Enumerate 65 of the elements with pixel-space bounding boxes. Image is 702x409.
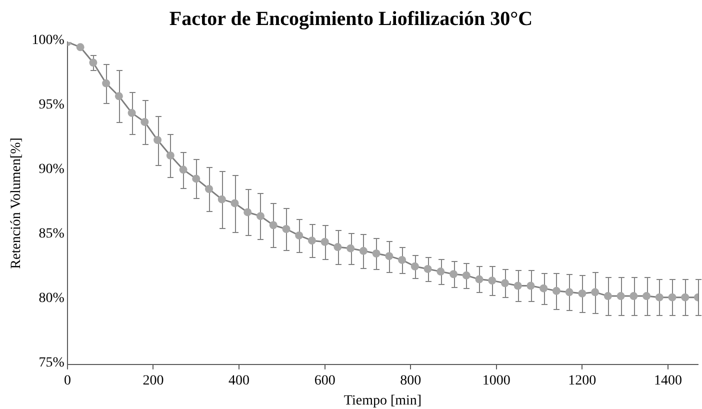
y-tick-label: 95% <box>38 98 65 113</box>
point <box>450 270 458 278</box>
point <box>346 244 355 252</box>
point <box>616 292 625 300</box>
point <box>385 252 394 260</box>
point <box>398 256 406 264</box>
point <box>630 292 638 300</box>
point <box>256 212 264 220</box>
point <box>681 293 690 302</box>
point <box>230 199 239 208</box>
point <box>192 174 200 183</box>
point <box>244 208 252 216</box>
point <box>668 293 676 302</box>
x-tick-label: 1000 <box>482 373 510 388</box>
point <box>154 136 162 144</box>
point <box>488 276 496 285</box>
point <box>334 243 342 252</box>
y-tick-label: 100% <box>32 33 65 48</box>
point <box>166 151 174 160</box>
point <box>526 282 535 290</box>
point <box>655 293 664 302</box>
x-axis-title: Tiempo [min] <box>344 393 422 408</box>
point <box>540 284 548 292</box>
chart-title: Factor de Encogimiento Liofilización 30°C <box>169 8 533 30</box>
point <box>140 118 149 126</box>
x-tick-label: 0 <box>64 373 71 388</box>
y-tick-label: 90% <box>38 162 65 178</box>
x-tick-label: 800 <box>400 373 422 388</box>
point <box>102 79 110 88</box>
point <box>89 58 98 67</box>
point <box>500 279 509 288</box>
point <box>436 268 445 276</box>
x-tick-label: 1200 <box>568 373 596 388</box>
point <box>76 43 84 52</box>
x-tick-label: 200 <box>142 373 164 388</box>
point <box>410 262 419 270</box>
point <box>475 275 484 284</box>
point <box>179 166 188 174</box>
y-tick-label: 80% <box>38 291 65 306</box>
point <box>282 224 290 233</box>
point <box>565 288 574 296</box>
y-tick-label: 75% <box>38 356 65 371</box>
point <box>295 231 304 240</box>
point <box>308 236 316 245</box>
point <box>424 264 432 273</box>
point <box>218 195 226 204</box>
point <box>320 238 329 246</box>
x-tick-label: 400 <box>228 373 250 388</box>
point <box>552 286 560 295</box>
point <box>128 108 136 117</box>
y-tick-label: 85% <box>38 226 65 242</box>
y-axis-title: Retención Volumen[%] <box>9 138 24 269</box>
point <box>514 282 522 290</box>
point <box>604 292 612 300</box>
point <box>578 289 586 298</box>
x-tick-label: 1400 <box>654 373 682 388</box>
point <box>269 221 278 230</box>
x-tick-label: 600 <box>314 373 336 388</box>
point <box>462 271 470 280</box>
point <box>372 249 380 258</box>
point <box>591 288 600 296</box>
point <box>205 185 214 194</box>
point <box>642 292 651 300</box>
point <box>114 92 123 100</box>
point <box>359 246 368 255</box>
